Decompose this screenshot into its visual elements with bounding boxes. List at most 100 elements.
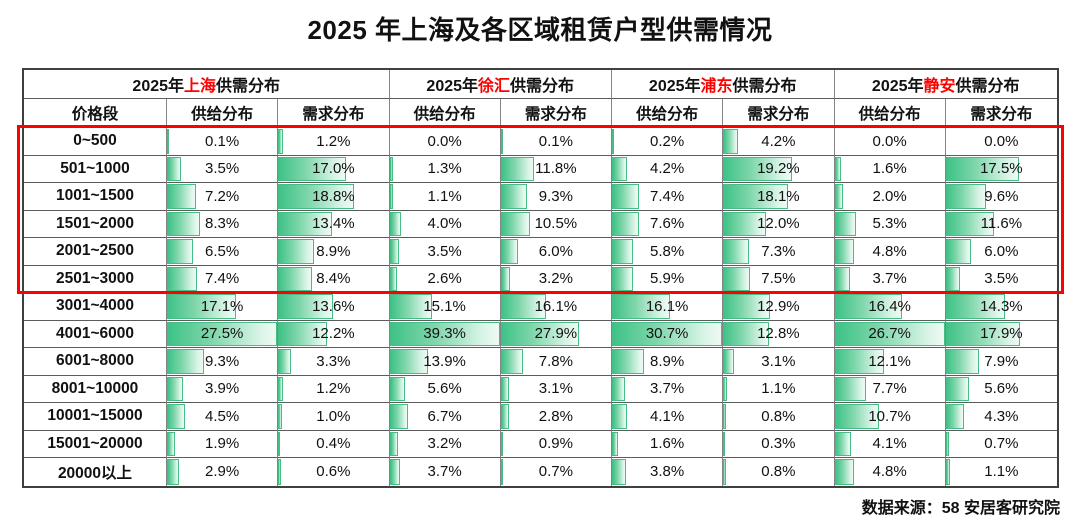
data-bar — [945, 459, 951, 485]
value-cell: 12.0% — [723, 210, 835, 238]
value-cell: 39.3% — [389, 320, 501, 348]
value-cell: 3.2% — [389, 430, 501, 458]
value-text: 39.3% — [423, 325, 466, 343]
value-text: 11.6% — [980, 215, 1023, 233]
value-cell: 9.3% — [167, 348, 279, 376]
data-bar — [612, 349, 644, 374]
value-text: 2.0% — [872, 187, 907, 205]
value-text: 5.6% — [984, 380, 1019, 398]
data-bar — [389, 294, 432, 319]
value-cell: 9.6% — [945, 183, 1057, 211]
value-cell: 1.1% — [945, 458, 1057, 486]
value-text: 0.4% — [316, 435, 351, 453]
value-cell: 1.6% — [612, 430, 724, 458]
value-text: 2.9% — [205, 463, 240, 481]
value-text: 7.9% — [984, 352, 1019, 370]
value-text: 18.8% — [312, 187, 355, 205]
value-cell: 12.1% — [834, 348, 946, 376]
value-cell: 11.8% — [500, 155, 612, 183]
value-text: 5.9% — [650, 270, 685, 288]
value-cell: 15.1% — [389, 293, 501, 321]
value-text: 0.7% — [538, 463, 573, 481]
value-cell: 7.7% — [834, 375, 946, 403]
data-bar — [167, 129, 169, 154]
value-cell: 27.5% — [167, 320, 279, 348]
value-cell: 6.0% — [500, 238, 612, 266]
price-cell: 2001~2500 — [24, 238, 167, 266]
value-text: 3.8% — [650, 463, 685, 481]
data-bar — [723, 266, 751, 291]
data-bar — [723, 459, 727, 485]
value-cell: 12.9% — [723, 293, 835, 321]
value-cell: 26.7% — [834, 320, 946, 348]
value-cell: 4.1% — [834, 430, 946, 458]
value-cell: 9.3% — [500, 183, 612, 211]
data-bar — [612, 129, 614, 154]
data-bar — [389, 459, 400, 485]
data-bar — [500, 211, 531, 236]
data-bar — [834, 156, 842, 181]
value-text: 12.0% — [757, 215, 800, 233]
value-text: 5.8% — [650, 242, 685, 260]
value-cell: 13.4% — [278, 210, 390, 238]
value-text: 19.2% — [757, 160, 800, 178]
value-text: 12.8% — [757, 325, 800, 343]
region-name: 上海 — [184, 78, 217, 95]
data-bar — [612, 431, 618, 456]
column-header-4: 需求分布 — [500, 99, 612, 128]
group-header-2: 2025年 浦东 供需分布 — [612, 70, 835, 99]
data-bar — [500, 431, 504, 456]
price-cell: 6001~8000 — [24, 348, 167, 376]
value-text: 3.2% — [538, 270, 573, 288]
value-text: 7.3% — [761, 242, 796, 260]
data-bar — [167, 376, 183, 401]
value-text: 3.5% — [205, 160, 240, 178]
value-cell: 1.2% — [278, 128, 390, 156]
value-cell: 0.1% — [167, 128, 279, 156]
value-text: 7.4% — [650, 187, 685, 205]
value-cell: 2.6% — [389, 265, 501, 293]
data-bar — [834, 321, 945, 346]
data-bar — [723, 294, 770, 319]
value-text: 1.9% — [205, 435, 240, 453]
value-text: 1.1% — [761, 380, 796, 398]
price-cell: 3001~4000 — [24, 293, 167, 321]
value-text: 1.6% — [872, 160, 907, 178]
data-bar — [723, 376, 728, 401]
value-text: 6.7% — [427, 407, 462, 425]
value-cell: 8.3% — [167, 210, 279, 238]
data-bar — [612, 404, 627, 429]
value-cell: 10.7% — [834, 403, 946, 431]
value-text: 3.1% — [761, 352, 796, 370]
value-cell: 1.9% — [167, 430, 279, 458]
value-text: 4.5% — [205, 407, 240, 425]
value-text: 3.5% — [427, 242, 462, 260]
value-text: 10.5% — [534, 215, 578, 233]
value-text: 1.6% — [650, 435, 685, 453]
price-cell: 501~1000 — [24, 155, 167, 183]
data-bar — [500, 404, 509, 429]
value-cell: 7.4% — [167, 265, 279, 293]
value-cell: 6.0% — [945, 238, 1057, 266]
value-cell: 17.9% — [945, 321, 1057, 348]
data-bar — [723, 184, 789, 209]
data-bar — [167, 239, 194, 264]
data-bar — [834, 459, 855, 485]
value-cell: 8.9% — [278, 238, 390, 266]
data-bar — [389, 239, 400, 264]
value-cell: 3.3% — [278, 348, 390, 376]
value-cell: 0.0% — [834, 128, 946, 156]
data-bar — [389, 266, 397, 291]
value-cell: 0.7% — [500, 458, 612, 486]
data-bar — [500, 129, 503, 154]
data-bar — [389, 184, 393, 209]
value-text: 3.2% — [427, 435, 462, 453]
value-cell: 14.3% — [945, 293, 1057, 321]
value-text: 4.2% — [761, 132, 796, 150]
value-text: 8.3% — [205, 215, 240, 233]
value-text: 16.4% — [868, 297, 911, 315]
value-text: 7.4% — [205, 270, 240, 288]
column-header-2: 需求分布 — [278, 99, 390, 128]
source-note: 数据来源：58 安居客研究院 — [861, 500, 1060, 517]
data-bar — [278, 184, 354, 209]
